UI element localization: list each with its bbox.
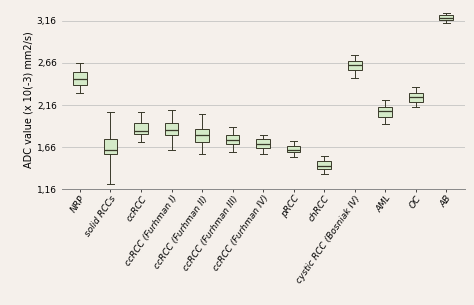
PathPatch shape (378, 107, 392, 117)
PathPatch shape (195, 128, 209, 142)
PathPatch shape (287, 146, 301, 152)
PathPatch shape (256, 139, 270, 148)
PathPatch shape (73, 72, 87, 85)
PathPatch shape (409, 93, 422, 102)
Y-axis label: ADC value (x 10(-3) mm2/s): ADC value (x 10(-3) mm2/s) (24, 31, 34, 167)
PathPatch shape (348, 61, 362, 70)
PathPatch shape (317, 161, 331, 169)
PathPatch shape (134, 123, 148, 134)
PathPatch shape (164, 123, 178, 135)
PathPatch shape (439, 15, 453, 20)
PathPatch shape (226, 135, 239, 144)
PathPatch shape (104, 139, 118, 154)
